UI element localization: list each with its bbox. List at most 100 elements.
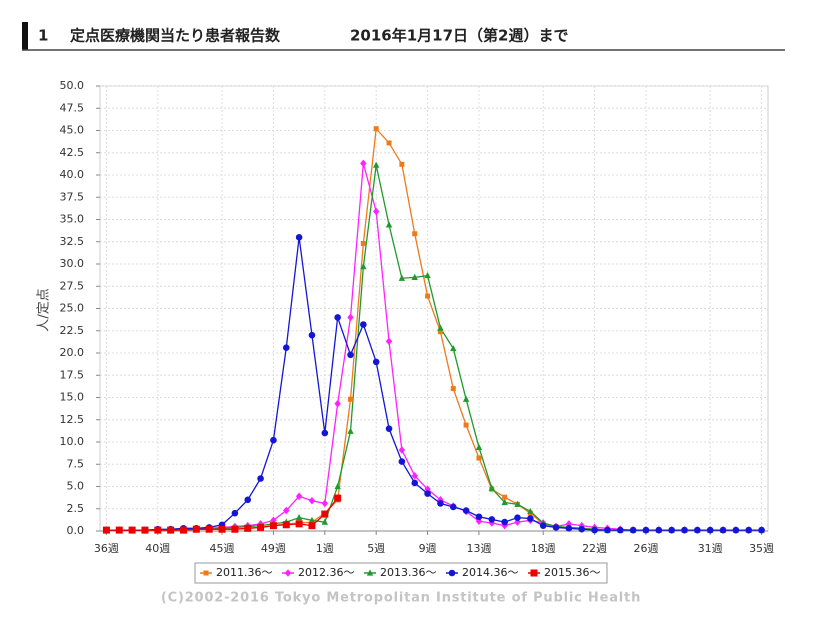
marker [425,293,431,299]
marker [732,526,740,534]
y-tick-label: 20.0 [60,346,85,359]
marker [758,526,765,534]
marker [450,386,456,392]
marker [231,525,239,533]
marker [411,479,419,487]
marker [154,526,162,534]
x-tick-label: 31週 [698,542,723,555]
marker [694,526,701,534]
marker [360,159,367,168]
y-tick-label: 50.0 [60,79,85,92]
marker [115,526,123,534]
marker [366,569,374,576]
marker [501,498,508,506]
marker [398,458,406,465]
marker [321,499,329,508]
marker [488,484,496,491]
marker [448,569,456,577]
marker [308,522,316,530]
marker [578,525,586,533]
x-tick-label: 49週 [261,542,286,555]
marker [141,526,149,534]
y-axis-label: 人/定点 [37,288,52,331]
y-tick-label: 17.5 [60,368,85,381]
x-tick-label: 22週 [582,542,607,555]
legend-label: 2015.36～ [544,566,601,579]
legend [194,562,608,584]
marker [308,331,316,339]
marker [360,321,367,328]
marker [334,399,341,408]
marker [102,526,110,534]
marker [334,482,341,490]
marker [411,472,418,480]
marker [475,513,483,521]
y-tick-label: 42.5 [60,146,85,159]
y-tick-label: 27.5 [60,279,85,292]
x-tick-label: 1週 [316,542,334,555]
x-tick-label: 40週 [145,542,170,555]
x-tick-label: 18週 [531,542,556,555]
y-tick-label: 37.5 [60,190,85,203]
y-tick-label: 10.0 [60,435,85,448]
y-tick-label: 45.0 [60,124,85,137]
marker [244,524,252,532]
marker [681,526,688,534]
marker [424,490,431,497]
marker [372,161,380,168]
marker [269,522,277,530]
x-tick-label: 26週 [633,542,658,555]
marker [321,429,329,437]
marker [282,521,290,529]
marker [321,518,329,525]
marker [527,507,534,515]
y-tick-label: 35.0 [60,213,85,226]
marker [462,395,470,402]
marker [450,344,457,352]
marker [321,510,329,518]
y-tick-label: 15.0 [60,391,85,404]
marker [385,221,393,228]
marker [539,522,547,529]
marker [308,516,316,523]
marker [373,126,379,132]
y-tick-label: 2.5 [67,502,85,515]
marker [398,274,406,281]
marker [591,526,598,534]
x-tick-label: 13週 [466,542,491,555]
marker [386,140,392,146]
header-title: 定点医療機関当たり患者報告数 [70,27,281,45]
marker [308,496,316,505]
marker [449,503,457,511]
marker [192,525,200,533]
marker [385,337,393,346]
marker [437,500,444,507]
marker [514,514,521,521]
marker [282,344,290,351]
marker [385,425,393,432]
marker [463,422,469,428]
x-tick-label: 36週 [94,542,119,555]
marker [437,324,444,331]
y-tick-label: 5.0 [67,480,85,493]
marker [270,436,277,444]
header-bar [22,22,28,50]
x-tick-label: 45週 [210,542,235,555]
marker [412,231,418,237]
marker [180,526,187,534]
marker [502,494,508,500]
marker [655,526,663,534]
marker [642,526,650,534]
marker [462,507,470,514]
marker [360,241,366,247]
marker [231,509,239,517]
marker [218,525,226,533]
x-tick-label: 35週 [749,542,774,555]
legend-label: 2012.36～ [298,566,355,579]
marker [295,520,303,528]
y-tick-label: 25.0 [60,302,85,315]
marker [348,396,353,402]
marker [552,524,560,531]
series-line [106,237,762,531]
